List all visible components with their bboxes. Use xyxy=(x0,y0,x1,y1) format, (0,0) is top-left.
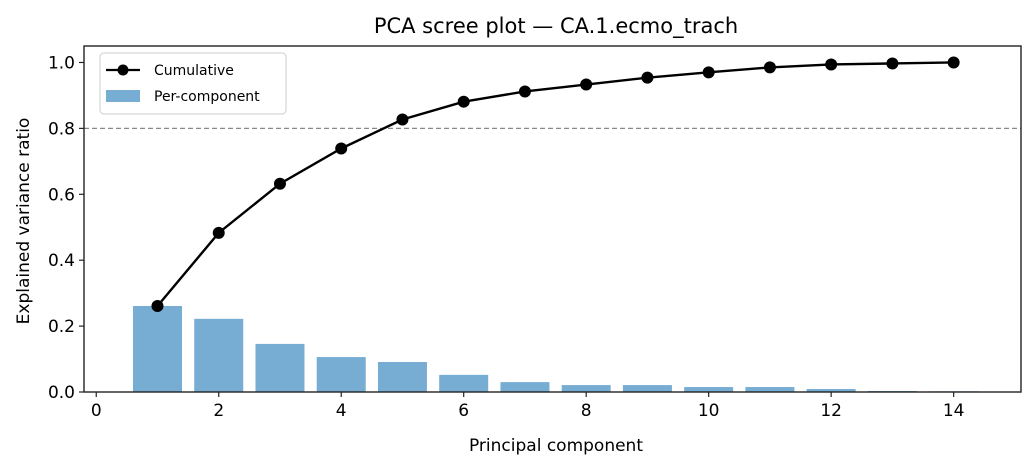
bar-pc-6 xyxy=(439,374,489,392)
bar-pc-7 xyxy=(500,382,550,392)
cumulative-point-pc-12 xyxy=(825,58,838,71)
x-tick-label: 0 xyxy=(91,401,102,421)
x-tick-label: 8 xyxy=(581,401,592,421)
y-tick-label: 0.4 xyxy=(48,251,75,271)
cumulative-point-pc-1 xyxy=(151,299,164,312)
cumulative-point-pc-5 xyxy=(396,113,409,126)
cumulative-point-pc-8 xyxy=(580,78,593,91)
x-tick-label: 2 xyxy=(213,401,224,421)
x-axis-ticks: 0 2 4 6 8 10 12 14 xyxy=(91,392,965,421)
cumulative-point-pc-14 xyxy=(947,56,960,69)
x-axis-label: Principal component xyxy=(469,436,643,456)
x-tick-label: 14 xyxy=(943,401,965,421)
per-component-bars xyxy=(132,305,979,392)
y-tick-label: 0.0 xyxy=(48,383,75,403)
cumulative-point-pc-3 xyxy=(273,177,286,190)
circle-marker-icon xyxy=(117,64,129,76)
bar-pc-9 xyxy=(622,385,672,392)
y-tick-label: 1.0 xyxy=(48,53,75,73)
cumulative-point-pc-9 xyxy=(641,71,654,84)
bar-pc-11 xyxy=(745,387,795,392)
y-tick-label: 0.2 xyxy=(48,317,75,337)
legend-item-per-component: Per-component xyxy=(106,89,260,105)
cumulative-point-pc-7 xyxy=(518,85,531,98)
cumulative-polyline xyxy=(156,61,954,307)
legend: Cumulative Per-component xyxy=(99,52,287,115)
bar-pc-12 xyxy=(806,389,856,392)
bar-pc-5 xyxy=(377,362,427,392)
cumulative-point-pc-2 xyxy=(212,226,225,239)
bar-pc-8 xyxy=(561,385,611,392)
bar-patch-icon xyxy=(106,90,140,102)
x-tick-label: 4 xyxy=(336,401,347,421)
bar-pc-10 xyxy=(684,387,734,392)
y-axis-ticks: 0.0 0.2 0.4 0.6 0.8 1.0 xyxy=(48,53,84,403)
chart-title: PCA scree plot — CA.1.ecmo_trach xyxy=(374,14,738,39)
bar-pc-3 xyxy=(255,343,305,392)
legend-box xyxy=(99,52,287,115)
legend-label-cumulative: Cumulative xyxy=(154,63,234,79)
legend-label-per-component: Per-component xyxy=(154,89,260,105)
legend-item-cumulative: Cumulative xyxy=(106,63,234,79)
cumulative-point-pc-6 xyxy=(457,95,470,108)
cumulative-point-pc-10 xyxy=(702,66,715,79)
y-axis-label: Explained variance ratio xyxy=(14,118,34,325)
y-tick-label: 0.8 xyxy=(48,119,75,139)
bar-pc-2 xyxy=(194,318,244,392)
cumulative-line xyxy=(151,56,960,312)
plot-frame xyxy=(83,45,1022,393)
cumulative-point-pc-11 xyxy=(763,61,776,74)
cumulative-point-pc-13 xyxy=(886,57,899,70)
y-tick-label: 0.6 xyxy=(48,185,75,205)
cumulative-point-pc-4 xyxy=(335,142,348,155)
x-tick-label: 6 xyxy=(458,401,469,421)
bar-pc-4 xyxy=(316,357,366,392)
x-tick-label: 10 xyxy=(698,401,720,421)
bar-pc-1 xyxy=(132,305,182,392)
x-tick-label: 12 xyxy=(820,401,842,421)
